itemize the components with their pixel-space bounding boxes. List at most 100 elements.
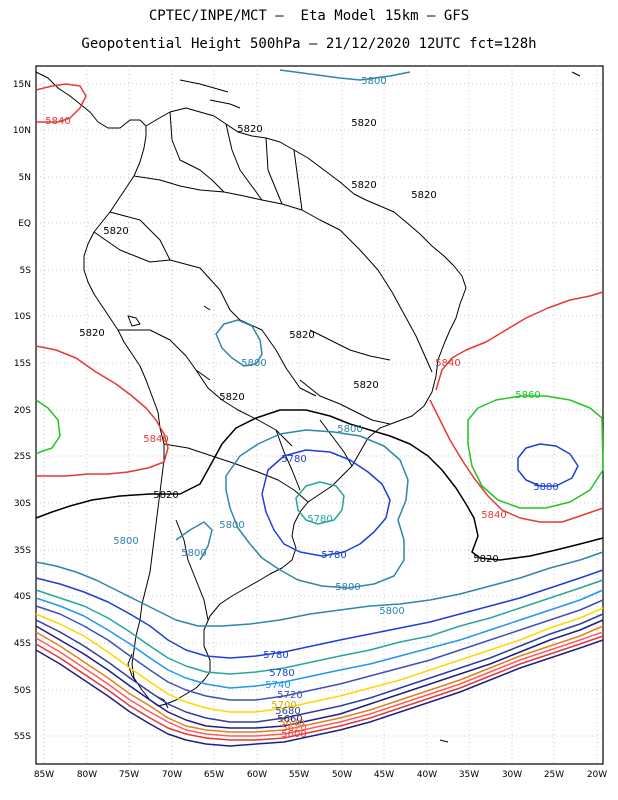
contour-label: 5720 (277, 690, 302, 701)
lon-label: 20W (587, 770, 607, 780)
contour-5880 (517, 443, 579, 487)
contour-label: 5780 (307, 514, 332, 525)
contour-label: 5800 (219, 520, 244, 531)
contour-label: 5820 (289, 330, 314, 341)
contour-label: 5800 (361, 76, 386, 87)
contour-5620 (35, 631, 604, 737)
contour-label: 5740 (265, 680, 290, 691)
lon-label: 25W (544, 770, 564, 780)
contour-label: 5820 (237, 124, 262, 135)
lon-label: 60W (247, 770, 267, 780)
lon-label: 55W (289, 770, 309, 780)
contour-label: 5880 (533, 482, 558, 493)
longitude-labels: 85W 80W 75W 70W 65W 60W 55W 50W 45W 40W … (34, 770, 607, 780)
map-title: CPTEC/INPE/MCT – Eta Model 15km – GFS (148, 8, 470, 24)
contour-5740 (35, 589, 604, 689)
contour-5800 (175, 521, 213, 561)
contour-label: 5780 (269, 668, 294, 679)
contour-5800 (225, 429, 409, 589)
contour-label: 5820 (103, 226, 128, 237)
lat-label: 35S (14, 546, 31, 556)
latitude-labels: 15N 10N 5N EQ 5S 10S 15S 20S 25S 30S 35S… (13, 80, 31, 742)
contour-5820 (35, 409, 604, 561)
contour-5800 (35, 551, 604, 627)
contour-label: 5820 (353, 380, 378, 391)
contour-label: 5840 (45, 116, 70, 127)
contour-label: 5820 (153, 490, 178, 501)
contour-label: 5660 (277, 714, 302, 725)
contour-label: 5840 (143, 434, 168, 445)
contour-label: 5860 (515, 390, 540, 401)
contour-5580 (35, 639, 604, 747)
contour-label: 5820 (351, 118, 376, 129)
lat-label: 15S (14, 359, 31, 369)
contour-label: 5780 (281, 454, 306, 465)
lon-label: 70W (162, 770, 182, 780)
contour-5800 (279, 69, 411, 81)
contour-label: 5840 (481, 510, 506, 521)
contour-5840 (435, 291, 604, 391)
contour-5840 (35, 83, 87, 123)
contour-5860 (467, 395, 604, 509)
contour-5700 (35, 607, 604, 713)
contour-5760 (295, 481, 345, 525)
contour-5780 (35, 569, 604, 659)
lon-label: 75W (119, 770, 139, 780)
lat-label: EQ (18, 219, 31, 229)
map-subtitle: Geopotential Height 500hPa – 21/12/2020 … (81, 36, 537, 52)
lat-label: 20S (14, 406, 31, 416)
lon-label: 45W (374, 770, 394, 780)
contour-label: 5820 (351, 180, 376, 191)
lat-label: 50S (14, 686, 31, 696)
lat-label: 5N (19, 173, 31, 183)
contour-label: 5700 (271, 700, 296, 711)
lon-label: 65W (204, 770, 224, 780)
contour-label: 5820 (411, 190, 436, 201)
contour-label: 5640 (279, 718, 304, 729)
contour-label: 5820 (79, 328, 104, 339)
contour-label: 5800 (181, 548, 206, 559)
contour-5840 (35, 345, 169, 477)
lat-label: 10S (14, 312, 31, 322)
contour-5760 (35, 579, 604, 675)
contour-label: 5680 (275, 706, 300, 717)
contour-label: 5780 (321, 550, 346, 561)
contour-5640 (35, 625, 604, 733)
contour-5800 (215, 319, 263, 367)
contour-label: 5800 (337, 424, 362, 435)
contour-5860 (35, 399, 61, 455)
lat-label: 45S (14, 639, 31, 649)
contour-5680 (35, 613, 604, 723)
contour-label: 5820 (473, 554, 498, 565)
lat-label: 30S (14, 499, 31, 509)
lat-label: 10N (13, 126, 31, 136)
lon-label: 50W (332, 770, 352, 780)
lon-label: 35W (459, 770, 479, 780)
contour-label: 5600 (281, 729, 306, 740)
contour-label: 5840 (435, 358, 460, 369)
lat-label: 25S (14, 452, 31, 462)
contour-label: 5800 (335, 582, 360, 593)
lat-label: 40S (14, 592, 31, 602)
lon-label: 40W (417, 770, 437, 780)
contour-labels: 5800 5840 5820 5820 5820 5820 5820 5820 … (45, 76, 558, 740)
lat-label: 15N (13, 80, 31, 90)
contour-5840 (429, 399, 604, 523)
contour-5780 (261, 449, 391, 557)
coastlines (35, 71, 581, 743)
contours (35, 69, 604, 747)
graticule (36, 66, 603, 764)
contour-5660 (35, 619, 604, 729)
contour-label: 5780 (263, 650, 288, 661)
plot-frame (35, 65, 604, 765)
lat-label: 55S (14, 732, 31, 742)
lon-label: 85W (34, 770, 54, 780)
contour-5600 (35, 635, 604, 741)
lon-label: 80W (77, 770, 97, 780)
contour-5720 (35, 599, 604, 701)
contour-label: 5800 (379, 606, 404, 617)
contour-label: 5800 (241, 358, 266, 369)
lon-label: 30W (502, 770, 522, 780)
lat-label: 5S (20, 266, 32, 276)
